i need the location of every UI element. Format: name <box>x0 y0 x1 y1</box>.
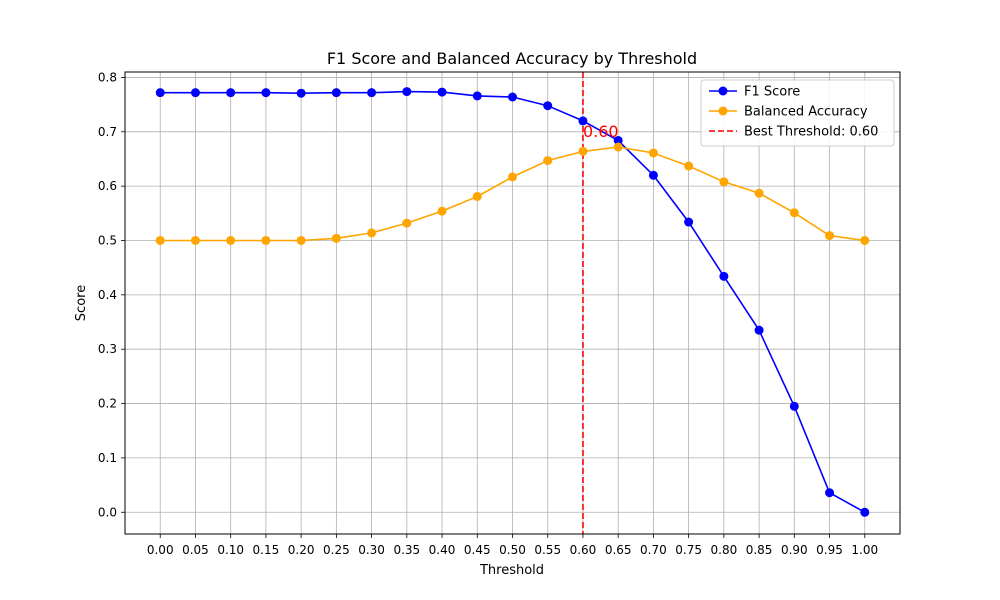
x-tick-label: 0.25 <box>323 543 350 557</box>
series-1-point <box>367 228 377 238</box>
series-0-point <box>226 88 236 98</box>
series-1-point <box>719 177 729 187</box>
series-0-point <box>578 116 588 126</box>
x-tick-label: 0.35 <box>393 543 420 557</box>
series-1-point <box>578 146 588 156</box>
series-0-point <box>543 101 553 111</box>
series-1-point <box>543 156 553 166</box>
series-0-point <box>367 88 377 98</box>
series-0-point <box>684 217 694 227</box>
series-1-point <box>613 142 623 152</box>
legend: F1 Score Balanced Accuracy Best Threshold:… <box>700 79 895 147</box>
series-1-point <box>261 235 271 245</box>
y-tick-label: 0.8 <box>98 70 117 84</box>
x-axis-label: Threshold <box>479 563 544 578</box>
series-0-point <box>331 88 341 98</box>
legend-entry-1-label: Balanced Accuracy <box>744 105 868 120</box>
legend-entry-threshold-label: Best Threshold: 0.60 <box>744 125 878 140</box>
y-tick-label: 0.1 <box>98 451 117 465</box>
x-tick-label: 0.40 <box>429 543 456 557</box>
x-tick-label: 0.45 <box>464 543 491 557</box>
x-tick-label: 0.30 <box>358 543 385 557</box>
legend-entry-1-marker <box>718 106 728 116</box>
series-1-point <box>860 235 870 245</box>
x-tick-label: 0.80 <box>711 543 738 557</box>
series-0-point <box>860 507 870 517</box>
x-tick-label: 0.20 <box>288 543 315 557</box>
series-0-point <box>754 325 764 335</box>
y-tick-label: 0.0 <box>98 505 117 519</box>
x-tick-label: 0.60 <box>570 543 597 557</box>
x-tick-label: 0.15 <box>253 543 280 557</box>
series-0-point <box>789 401 799 411</box>
x-tick-label: 0.00 <box>147 543 174 557</box>
series-0-point <box>508 92 517 102</box>
x-tick-label: 0.95 <box>816 543 843 557</box>
series-1-point <box>226 235 236 245</box>
series-1-point <box>648 148 658 158</box>
y-tick-label: 0.7 <box>98 125 117 139</box>
legend-entry-0-label: F1 Score <box>744 85 800 100</box>
series-0-point <box>613 135 623 145</box>
series-1-point <box>190 235 200 245</box>
y-tick-label: 0.3 <box>98 342 117 356</box>
x-tick-label: 0.90 <box>781 543 808 557</box>
x-tick-label: 0.50 <box>499 543 526 557</box>
series-1-point <box>331 233 341 243</box>
plot-frame <box>124 71 901 535</box>
y-axis-label: Score <box>74 285 89 321</box>
series-1-point <box>754 188 764 198</box>
series-0-point <box>648 170 658 180</box>
series-1-point <box>155 235 165 245</box>
series-0-point <box>825 488 835 498</box>
series-1-point <box>296 235 306 245</box>
series-0-point <box>402 87 412 97</box>
x-tick-label: 0.10 <box>217 543 244 557</box>
series-1-point <box>684 161 694 171</box>
series-0-point <box>472 91 482 101</box>
y-tick-label: 0.6 <box>98 179 117 193</box>
series-0-point <box>719 271 729 281</box>
series-0-point <box>261 88 271 98</box>
grid <box>125 72 900 534</box>
series-0-point <box>155 88 165 98</box>
series-0-point <box>190 88 200 98</box>
series-0-point <box>437 87 447 97</box>
x-tick-label: 0.05 <box>182 543 209 557</box>
y-tick-label: 0.5 <box>98 233 117 247</box>
x-tick-label: 0.65 <box>605 543 632 557</box>
axis-ticks: 0.00 0.05 0.10 0.15 0.20 0.25 0.30 0.35 0.40 0.45… <box>98 70 878 557</box>
x-tick-label: 0.55 <box>534 543 561 557</box>
legend-box <box>700 79 895 147</box>
threshold-annotation: 0.60 <box>583 122 619 141</box>
series-1-point <box>437 206 447 216</box>
x-tick-label: 0.85 <box>746 543 773 557</box>
series-1-point <box>825 231 835 241</box>
x-tick-label: 0.70 <box>640 543 667 557</box>
series-layer: 0.60 <box>155 87 870 517</box>
series-1-point <box>508 172 517 182</box>
series-1-point <box>402 218 412 228</box>
x-tick-label: 0.75 <box>675 543 702 557</box>
y-tick-label: 0.4 <box>98 288 117 302</box>
chart-title: F1 Score and Balanced Accuracy by Thresh… <box>327 49 697 68</box>
series-1-point <box>789 208 799 218</box>
legend-entry-0-marker <box>718 86 728 96</box>
series-0-point <box>296 88 306 98</box>
y-tick-label: 0.2 <box>98 397 117 411</box>
x-tick-label: 1.00 <box>851 543 878 557</box>
series-1-point <box>472 191 482 201</box>
